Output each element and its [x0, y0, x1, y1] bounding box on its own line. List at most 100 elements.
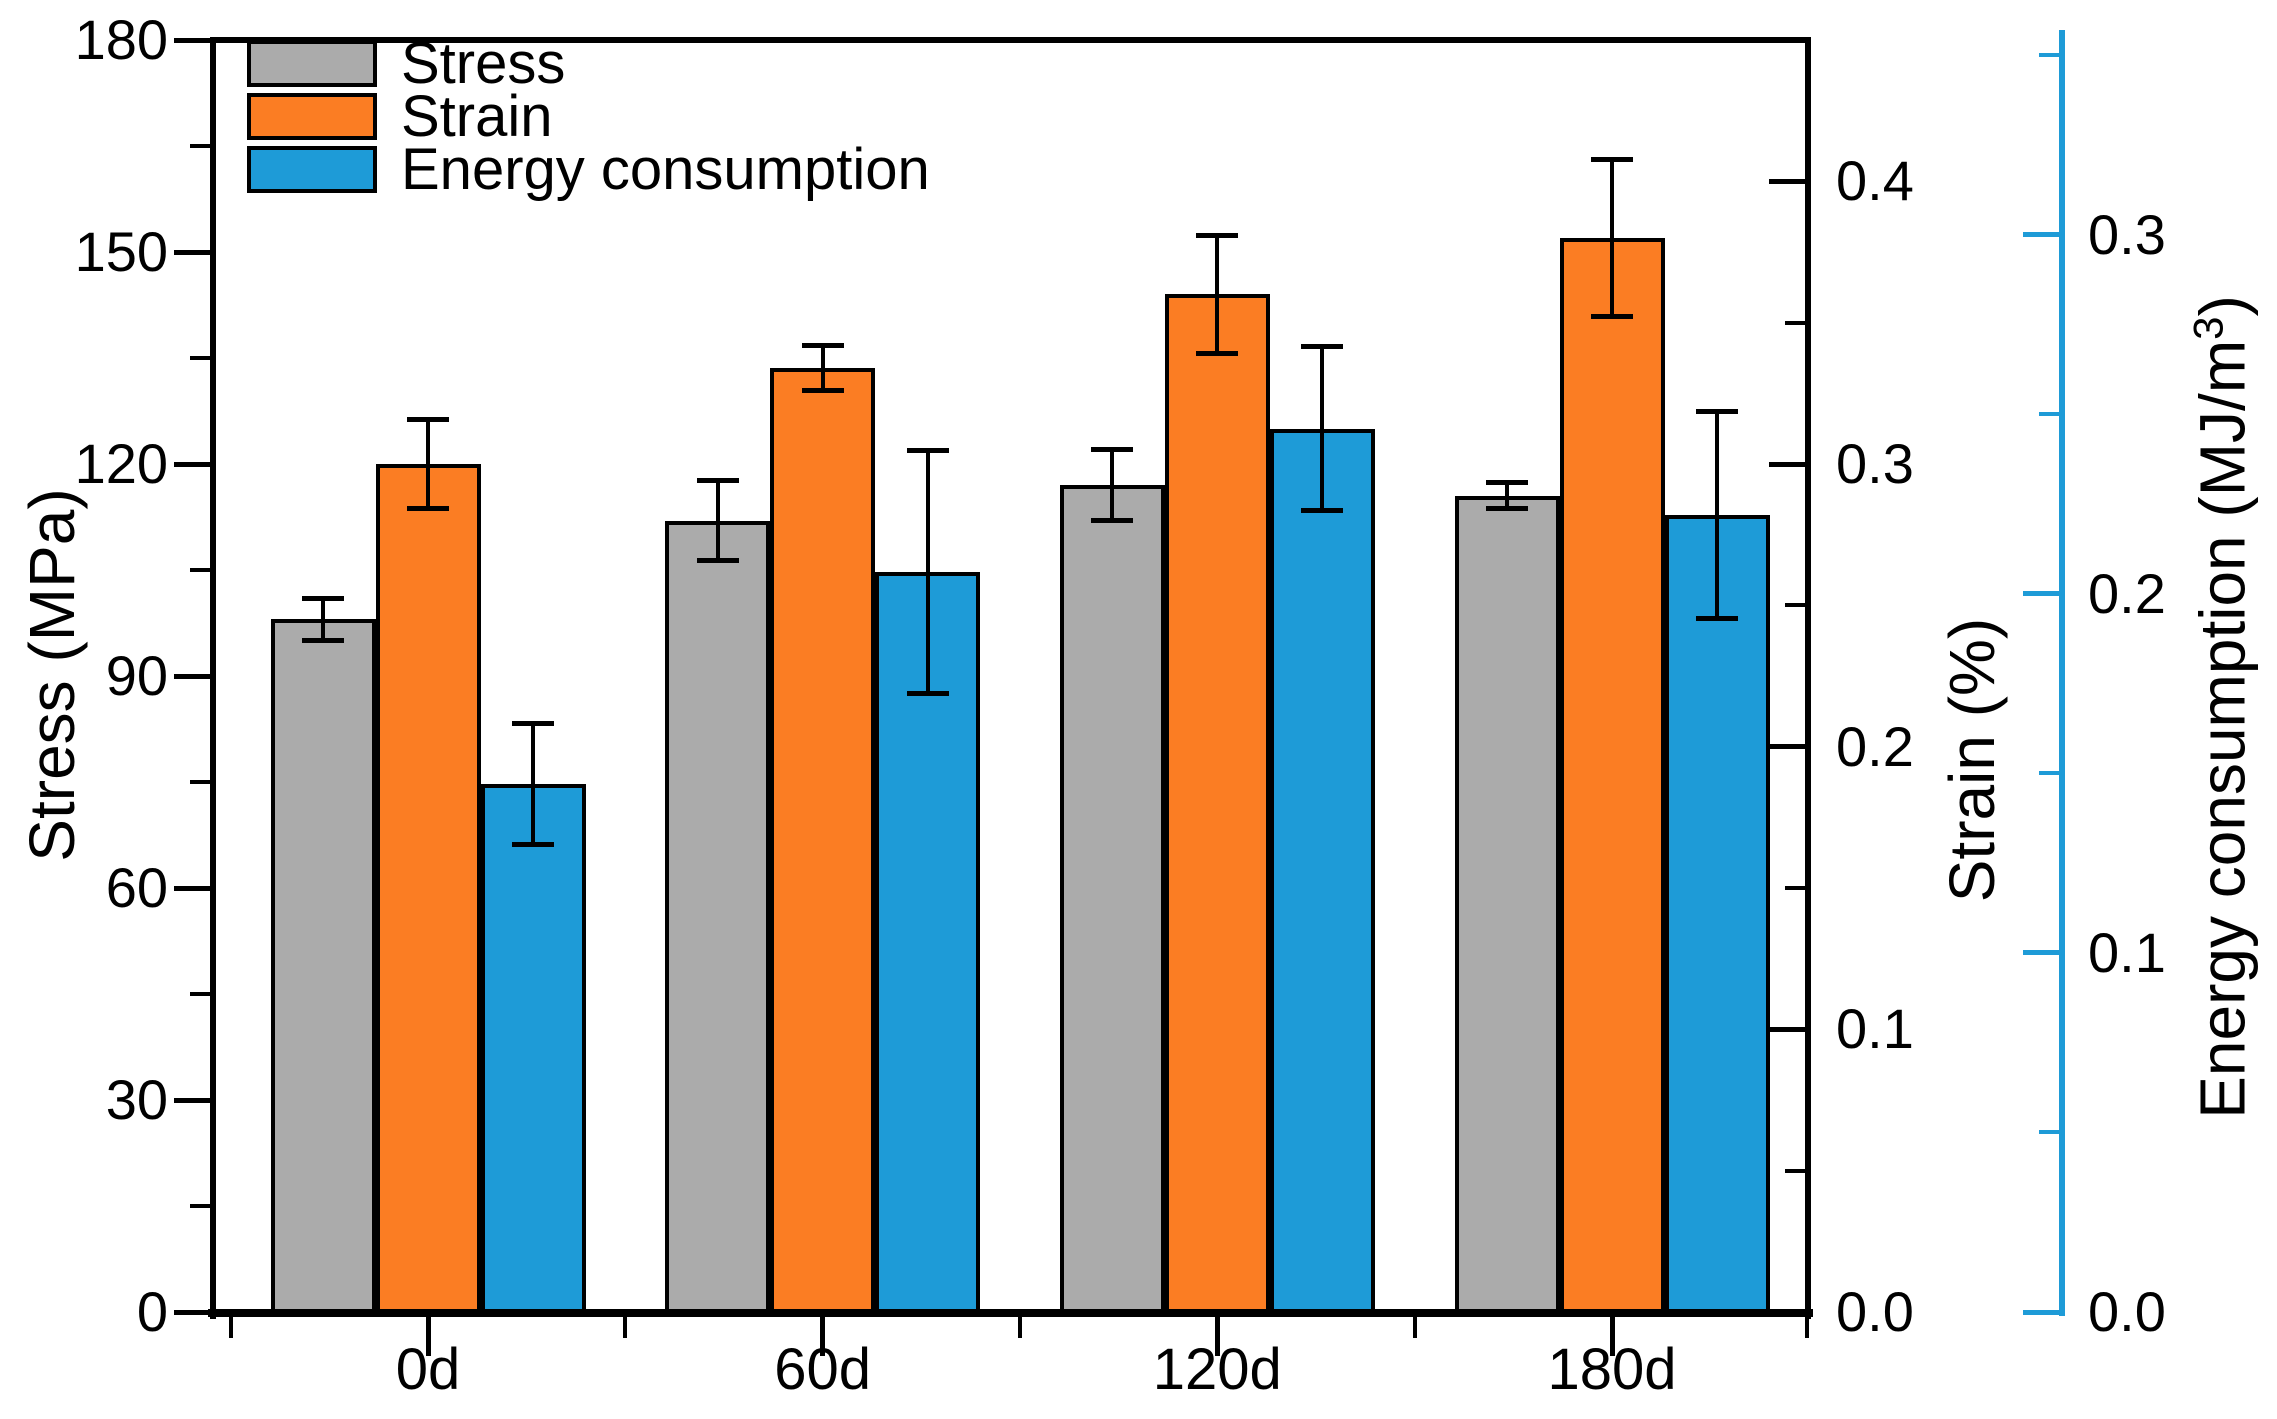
stress-axis-major-tick	[174, 1097, 210, 1103]
bar-energy-consumption-180d	[1664, 514, 1770, 1316]
legend-label-energy: Energy consumption	[401, 137, 930, 202]
energy-axis-major-tick	[2023, 591, 2059, 597]
error-bar-energy-consumption-0d	[531, 723, 535, 846]
strain-axis-minor-tick	[1785, 1168, 1805, 1173]
energy-axis-minor-tick	[2039, 53, 2059, 58]
strain-axis-tick-label: 0.4	[1836, 149, 1914, 213]
stress-axis-tick-label: 0	[136, 1280, 168, 1343]
stress-axis-minor-tick	[190, 1204, 210, 1208]
strain-axis-tick-label: 0.2	[1836, 714, 1914, 778]
error-bar-strain-0d	[426, 418, 430, 510]
error-cap-top-180d-0	[1486, 480, 1528, 486]
bar-strain-180d	[1559, 237, 1665, 1316]
energy-axis-minor-tick	[2039, 412, 2059, 417]
error-bar-stress-120d	[1110, 449, 1115, 522]
x-axis-minor-tick	[1018, 1316, 1022, 1338]
energy-axis-tick-label: 0.0	[2088, 1280, 2166, 1343]
energy-axis-minor-tick	[2039, 771, 2059, 776]
energy-axis-title-close: )	[2186, 295, 2259, 317]
error-cap-bottom-120d-0	[1091, 518, 1134, 524]
stress-axis-major-tick	[174, 461, 210, 467]
error-cap-bottom-0d-0	[302, 637, 344, 643]
bar-strain-60d	[770, 367, 876, 1316]
error-cap-bottom-120d-1	[1196, 350, 1239, 356]
error-cap-bottom-180d-2	[1696, 615, 1738, 621]
error-bar-strain-60d	[820, 345, 825, 391]
axis-top-frame	[210, 37, 1811, 43]
strain-axis-major-tick	[1769, 1026, 1805, 1032]
stress-axis-tick-label: 120	[74, 432, 168, 495]
legend-item-energy: Energy consumption	[247, 137, 930, 202]
error-bar-strain-120d	[1215, 235, 1220, 354]
legend-swatch-energy	[247, 146, 377, 193]
error-bar-energy-consumption-180d	[1715, 410, 1719, 619]
bar-energy-consumption-0d	[480, 784, 586, 1316]
stress-axis-minor-tick	[190, 568, 210, 572]
legend-item-strain: Strain	[247, 84, 930, 149]
error-cap-bottom-60d-1	[801, 387, 844, 393]
error-cap-bottom-0d-2	[512, 842, 554, 848]
bar-stress-60d	[665, 520, 771, 1316]
stress-axis-major-tick	[174, 885, 210, 891]
energy-axis-major-tick	[2023, 232, 2059, 238]
stress-axis-major-tick	[174, 37, 210, 43]
x-axis-minor-tick	[228, 1316, 233, 1338]
strain-axis-tick-label: 0.1	[1836, 997, 1914, 1061]
strain-axis-title: Strain (%)	[1936, 617, 2008, 903]
legend-swatch-stress	[247, 40, 377, 87]
legend-swatch-strain	[247, 93, 377, 140]
stress-axis-tick-label: 30	[105, 1068, 168, 1131]
bar-strain-120d	[1164, 294, 1270, 1316]
error-cap-top-0d-0	[302, 596, 344, 602]
legend-label-stress: Stress	[401, 31, 566, 96]
energy-axis-title-text: Energy consumption (MJ/m	[2186, 339, 2259, 1119]
x-axis-major-tick	[1214, 1316, 1220, 1356]
bar-stress-120d	[1059, 485, 1165, 1316]
error-bar-strain-180d	[1610, 158, 1614, 317]
x-axis-category-label: 60d	[774, 1337, 872, 1402]
stress-axis-minor-tick	[190, 780, 210, 784]
bar-stress-180d	[1454, 495, 1560, 1316]
strain-axis-minor-tick	[1785, 320, 1805, 325]
x-axis-category-label: 0d	[395, 1337, 461, 1402]
strain-axis-major-tick	[1769, 178, 1805, 184]
energy-axis-tick-label: 0.3	[2088, 202, 2166, 266]
error-cap-top-60d-1	[801, 343, 844, 349]
error-bar-stress-0d	[321, 598, 325, 641]
x-axis-major-tick	[820, 1316, 826, 1356]
legend: Stress Strain Energy consumption	[247, 31, 930, 202]
x-axis-minor-tick	[1412, 1316, 1417, 1338]
energy-axis-title: Energy consumption (MJ/m3)	[2184, 295, 2259, 1119]
bar-energy-consumption-120d	[1269, 428, 1375, 1316]
stress-axis-line	[210, 37, 216, 1319]
error-cap-top-120d-1	[1196, 233, 1239, 239]
error-cap-top-120d-2	[1301, 344, 1344, 349]
stress-axis-major-tick	[174, 249, 210, 255]
x-axis-category-label: 120d	[1152, 1337, 1282, 1402]
energy-axis-major-tick	[2023, 1309, 2059, 1315]
energy-axis-title-sup: 3	[2184, 316, 2232, 340]
stress-axis-tick-label: 90	[105, 644, 168, 707]
strain-axis-major-tick	[1769, 1309, 1805, 1315]
stress-axis-tick-label: 180	[74, 8, 168, 71]
strain-axis-major-tick	[1769, 744, 1805, 750]
legend-label-strain: Strain	[401, 84, 553, 149]
stress-axis-minor-tick	[190, 144, 210, 148]
strain-axis-tick-label: 0.3	[1836, 432, 1914, 495]
error-cap-bottom-0d-1	[407, 506, 449, 512]
stress-axis-tick-label: 150	[74, 220, 168, 283]
bar-strain-0d	[375, 464, 481, 1316]
stress-axis-major-tick	[174, 1309, 210, 1315]
x-axis-minor-tick	[623, 1316, 628, 1338]
strain-axis-tick-label: 0.0	[1836, 1280, 1914, 1343]
stress-axis-major-tick	[174, 673, 210, 679]
error-bar-energy-consumption-120d	[1320, 346, 1325, 512]
error-cap-top-0d-1	[407, 416, 449, 422]
x-axis-major-tick	[425, 1316, 431, 1356]
error-cap-bottom-120d-2	[1301, 508, 1344, 514]
strain-axis-line	[1805, 37, 1811, 1319]
stress-axis-minor-tick	[190, 356, 210, 360]
energy-axis-major-tick	[2023, 950, 2059, 956]
energy-axis-line	[2059, 30, 2065, 1316]
